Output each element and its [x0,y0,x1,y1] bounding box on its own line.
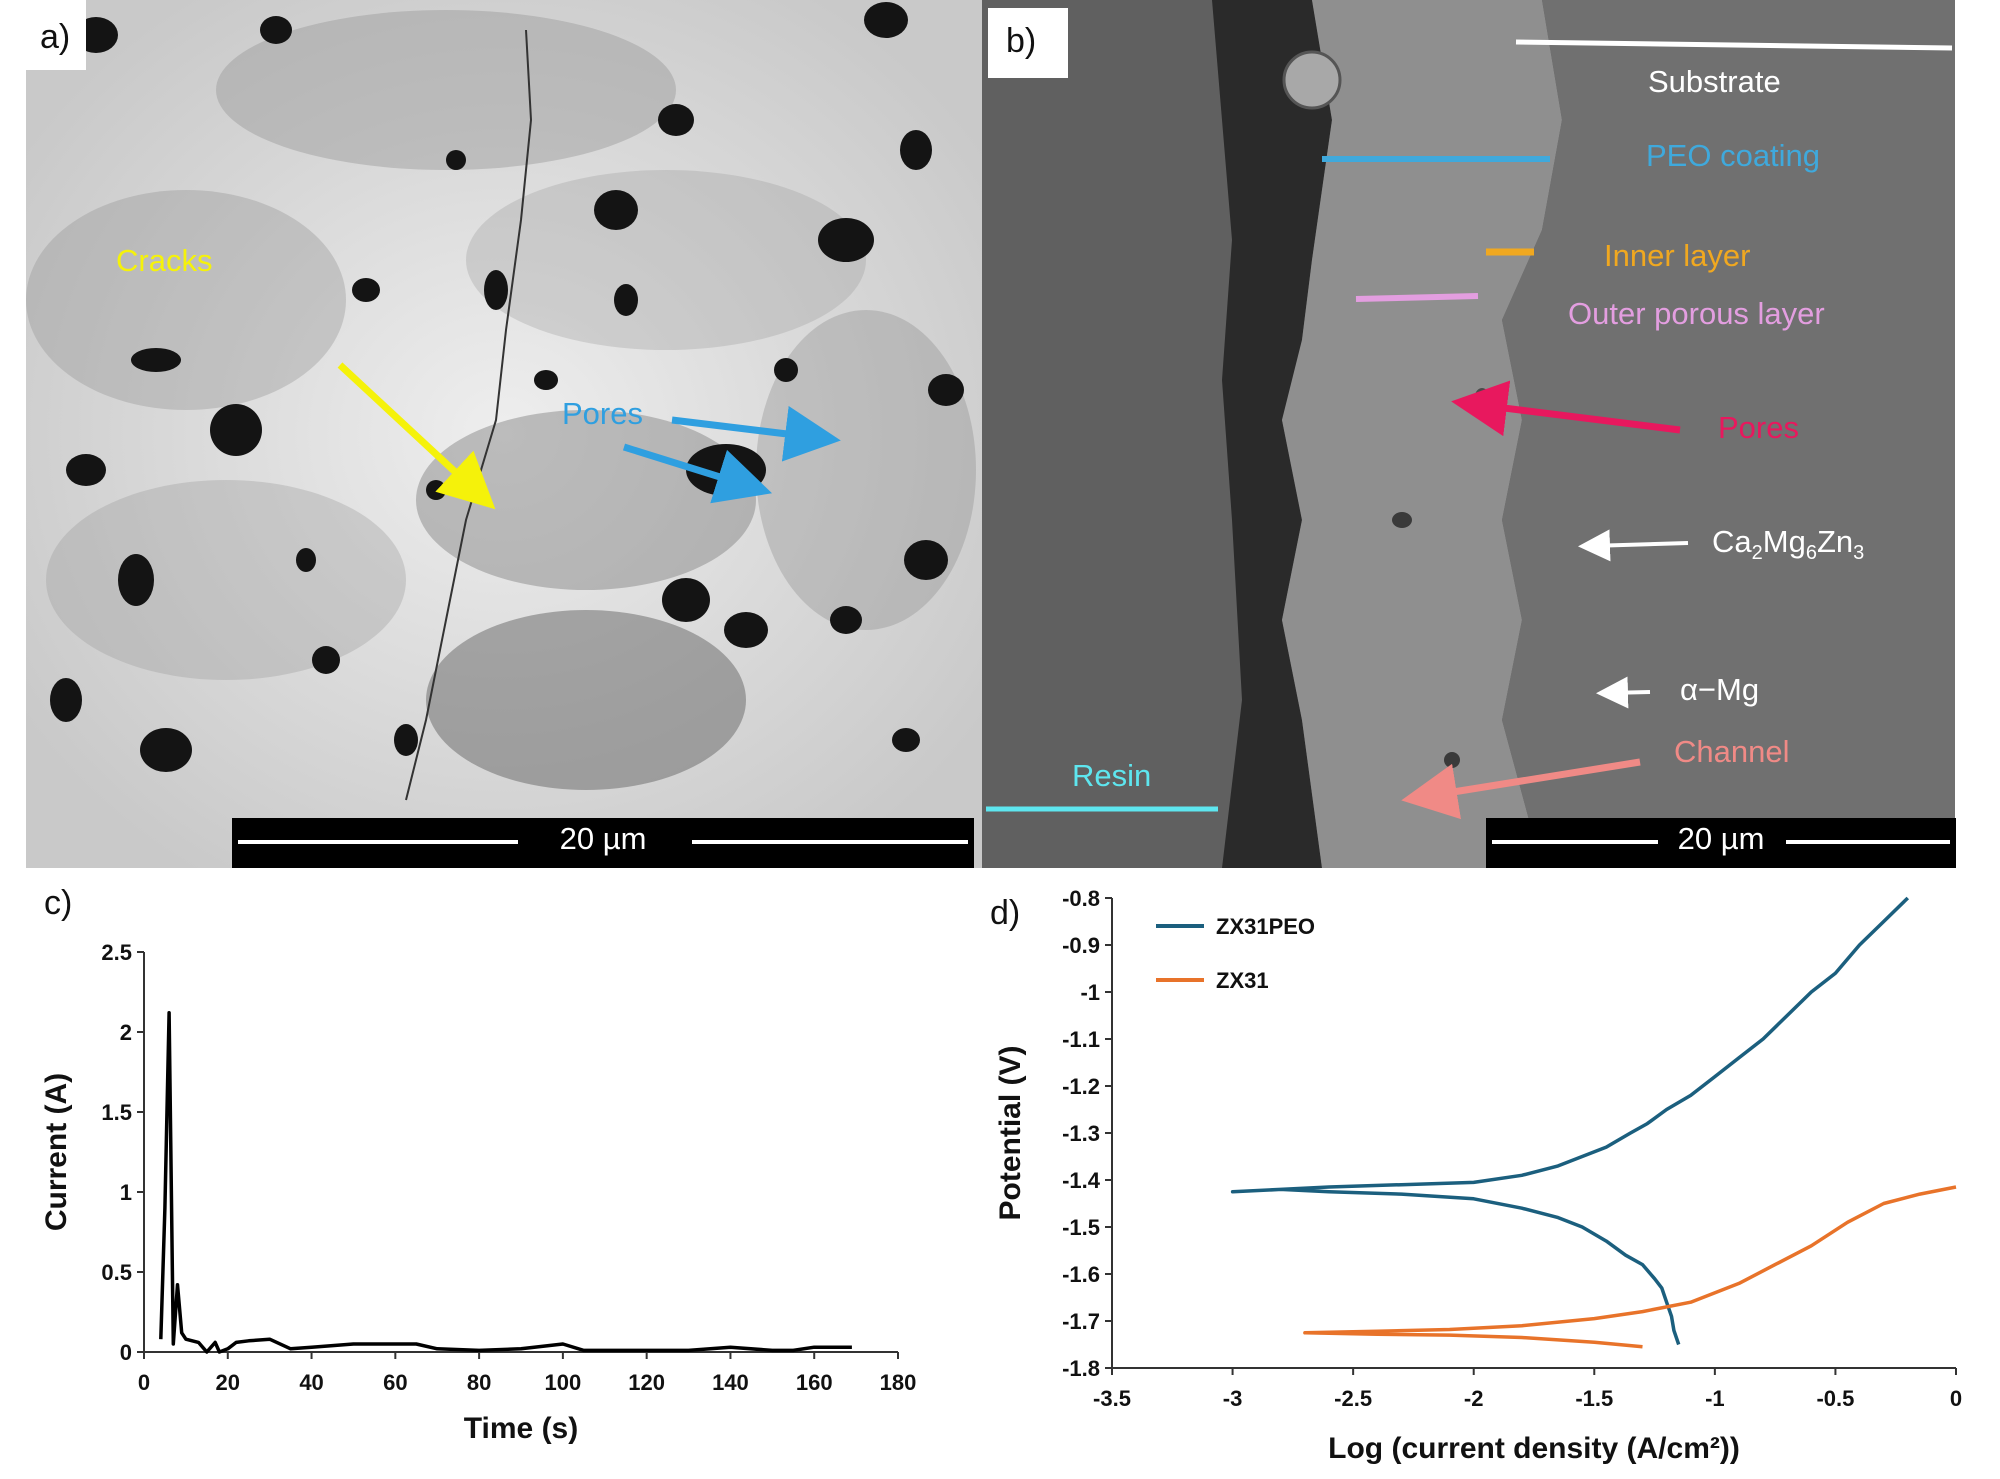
series-line-zx31peo [1230,896,1910,1346]
x-tick-label: 120 [628,1370,665,1395]
arrow-pores-a-1 [671,405,841,462]
y-tick-label: 1.5 [101,1100,132,1125]
arrow-ca2mg6zn3 [1578,529,1689,562]
panel-a-letter-bg [26,0,86,70]
scale-bar-b-line-right [1786,840,1950,844]
current-time-chart: 0 20 40 60 80 100 120 140 160 180 0 0.5 1 1.5 2 2.5 Time… [40,940,917,1445]
y-axis-label: Current (A) [40,1073,73,1231]
series-line-0 [159,1011,852,1354]
arrow-cracks [337,362,496,510]
scale-bar-b-label: 20 µm [1677,821,1765,856]
y-tick-label: 2.5 [101,940,132,965]
x-tick-label: 80 [467,1370,491,1395]
label-inner-layer: Inner layer [1604,238,1751,273]
x-tick-label: 100 [545,1370,582,1395]
label-peo-coating: PEO coating [1646,138,1821,173]
y-tick-label: -1.8 [1062,1356,1100,1381]
y-tick-label: -1.3 [1062,1121,1100,1146]
y-tick-label: -1.6 [1062,1262,1100,1287]
scale-bar-a-line-right [692,840,968,844]
label-pores-b: Pores [1718,410,1799,445]
arrow-channel [1401,758,1641,820]
y-tick-label: 2 [120,1020,132,1045]
x-tick-label: 0 [138,1370,150,1395]
x-axis-label: Log (current density (A/cm²)) [1328,1432,1740,1465]
panel-b-letter-bg [988,8,1068,78]
legend-label-zx31: ZX31 [1216,968,1269,993]
annotation-lines-b [986,39,1953,820]
y-tick-label: 1 [120,1180,132,1205]
y-tick-label: -1.5 [1062,1215,1100,1240]
scale-bar-b: 20 µm [1486,818,1956,868]
x-tick-label: -3 [1223,1386,1243,1411]
x-tick-label: 40 [299,1370,323,1395]
y-tick-label: -1.1 [1062,1027,1100,1052]
label-cracks: Cracks [116,243,213,278]
x-axis-label: Time (s) [464,1412,578,1445]
label-pores-a: Pores [562,396,643,431]
y-tick-label: -1.2 [1062,1074,1100,1099]
y-tick-label: -0.8 [1062,886,1100,911]
x-tick-label: 0 [1950,1386,1962,1411]
line-outer-porous-layer [1355,293,1479,302]
annotation-arrows-a [337,362,841,510]
x-tick-label: 180 [880,1370,917,1395]
scale-bar-a: 20 µm [232,818,974,868]
polarization-chart: -3.5 -3 -2.5 -2 -1.5 -1 -0.5 0 -1.8 -1.7 -1.6 -1.5 -… [994,886,1962,1465]
x-tick-label: -0.5 [1816,1386,1854,1411]
line-substrate [1515,39,1953,51]
arrow-pores-b [1451,380,1681,437]
x-tick-label: 160 [796,1370,833,1395]
scale-bar-a-line-left [238,840,518,844]
x-tick-label: -1 [1705,1386,1725,1411]
label-resin: Resin [1072,758,1152,793]
arrow-pores-a-2 [622,443,773,504]
y-tick-label: -0.9 [1062,933,1100,958]
label-outer-porous-layer: Outer porous layer [1568,296,1825,331]
x-tick-label: 60 [383,1370,407,1395]
panel-c-letter: c) [44,884,73,922]
label-ca2mg6zn3: Ca2Mg6Zn3 [1712,524,1865,565]
panel-d-letter: d) [990,894,1021,932]
panel-b-letter: b) [1006,22,1037,60]
x-tick-label: 140 [712,1370,749,1395]
series-line-zx31 [1303,1185,1957,1349]
scale-bar-b-line-left [1492,840,1658,844]
arrow-alpha-mg [1596,676,1651,709]
x-tick-label: -2 [1464,1386,1484,1411]
y-tick-label: 0.5 [101,1260,132,1285]
label-substrate: Substrate [1648,64,1781,99]
y-tick-label: -1.4 [1062,1168,1101,1193]
y-tick-label: -1 [1080,980,1100,1005]
x-tick-label: 20 [216,1370,240,1395]
scale-bar-a-label: 20 µm [559,821,647,856]
x-tick-label: -1.5 [1575,1386,1613,1411]
y-tick-label: 0 [120,1340,132,1365]
label-alpha-mg: α−Mg [1680,672,1760,707]
x-tick-label: -3.5 [1093,1386,1131,1411]
y-axis-label: Potential (V) [994,1045,1027,1220]
legend-label-zx31peo: ZX31PEO [1216,914,1315,939]
x-tick-label: -2.5 [1334,1386,1372,1411]
label-channel: Channel [1674,734,1790,769]
y-tick-label: -1.7 [1062,1309,1100,1334]
panel-a-letter: a) [40,18,71,56]
